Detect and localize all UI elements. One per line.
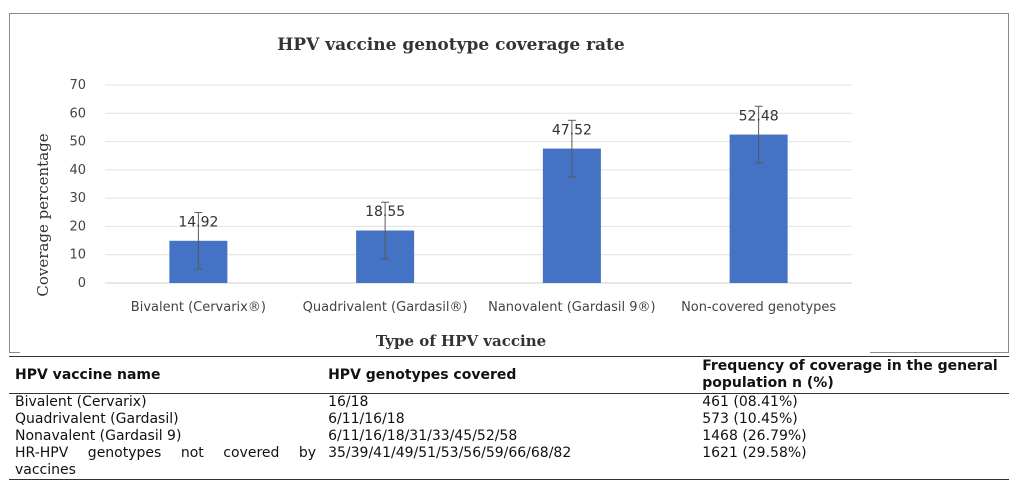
data-label: 14.92 — [178, 215, 218, 231]
cell-frequency: 1621 (29.58%) — [696, 445, 1009, 480]
header-frequency: Frequency of coverage in the general pop… — [696, 356, 1009, 394]
x-category-label: Non-covered genotypes — [681, 300, 836, 315]
cell-genotypes: 35/39/41/49/51/53/56/59/66/68/82 — [322, 445, 697, 480]
table-row: HR-HPV genotypes not covered by vaccines… — [9, 445, 1009, 480]
x-axis-categories: Bivalent (Cervarix®) Quadrivalent (Gardas… — [131, 300, 837, 315]
y-tick-label: 0 — [78, 276, 86, 291]
coverage-table: HPV vaccine name HPV genotypes covered F… — [9, 356, 1009, 480]
x-axis-title: Type of HPV vaccine — [376, 332, 546, 350]
grid-lines — [105, 84, 852, 284]
table-row: Quadrivalent (Gardasil) 6/11/16/18 573 (… — [9, 411, 1009, 428]
y-tick-label: 10 — [69, 248, 86, 263]
cell-frequency: 573 (10.45%) — [702, 411, 798, 427]
y-tick-label: 70 — [69, 78, 86, 93]
table-row: Bivalent (Cervarix) 16/18 461 (08.41%) — [9, 394, 1009, 412]
x-category-label: Nanovalent (Gardasil 9®) — [488, 300, 656, 315]
data-label: 52.48 — [739, 108, 779, 124]
cell-genotypes: 6/11/16/18/31/33/45/52/58 — [328, 428, 518, 444]
y-axis-ticks: 0 10 20 30 40 50 60 70 — [69, 78, 86, 291]
coverage-table-container: HPV vaccine name HPV genotypes covered F… — [9, 356, 1009, 480]
chart-area: HPV vaccine genotype coverage rate 0 10 20… — [20, 24, 870, 354]
cell-vaccine-name: HR-HPV genotypes not covered by vaccines — [9, 445, 323, 480]
cell-frequency: 1468 (26.79%) — [702, 428, 807, 444]
cell-genotypes: 16/18 — [328, 394, 369, 410]
cell-vaccine-name: Quadrivalent (Gardasil) — [15, 411, 179, 427]
table-header-row: HPV vaccine name HPV genotypes covered F… — [9, 356, 1009, 394]
x-category-label: Bivalent (Cervarix®) — [131, 300, 266, 315]
data-label: 47.52 — [552, 122, 592, 138]
header-vaccine-name: HPV vaccine name — [9, 356, 323, 394]
cell-genotypes: 6/11/16/18 — [328, 411, 405, 427]
data-labels: 14.92 18.55 47.52 52.48 — [178, 108, 778, 230]
y-tick-label: 50 — [69, 135, 86, 150]
header-genotypes: HPV genotypes covered — [322, 356, 697, 394]
table-row: Nonavalent (Gardasil 9) 6/11/16/18/31/33… — [9, 428, 1009, 445]
data-label: 18.55 — [365, 204, 405, 220]
cell-vaccine-name: Nonavalent (Gardasil 9) — [15, 428, 182, 444]
y-tick-label: 30 — [69, 191, 86, 206]
y-tick-label: 40 — [69, 163, 86, 178]
y-axis-title: Coverage percentage — [34, 133, 52, 296]
chart-title: HPV vaccine genotype coverage rate — [277, 35, 625, 55]
cell-vaccine-name: Bivalent (Cervarix) — [15, 394, 147, 410]
bars — [169, 134, 788, 283]
cell-frequency: 461 (08.41%) — [702, 394, 798, 410]
y-tick-label: 20 — [69, 219, 86, 234]
x-category-label: Quadrivalent (Gardasil®) — [303, 300, 468, 315]
chart-frame: HPV vaccine genotype coverage rate 0 10 20… — [9, 13, 1009, 354]
bar-chart: HPV vaccine genotype coverage rate 0 10 20… — [34, 35, 852, 350]
error-bars — [194, 105, 763, 270]
y-tick-label: 60 — [69, 106, 86, 121]
